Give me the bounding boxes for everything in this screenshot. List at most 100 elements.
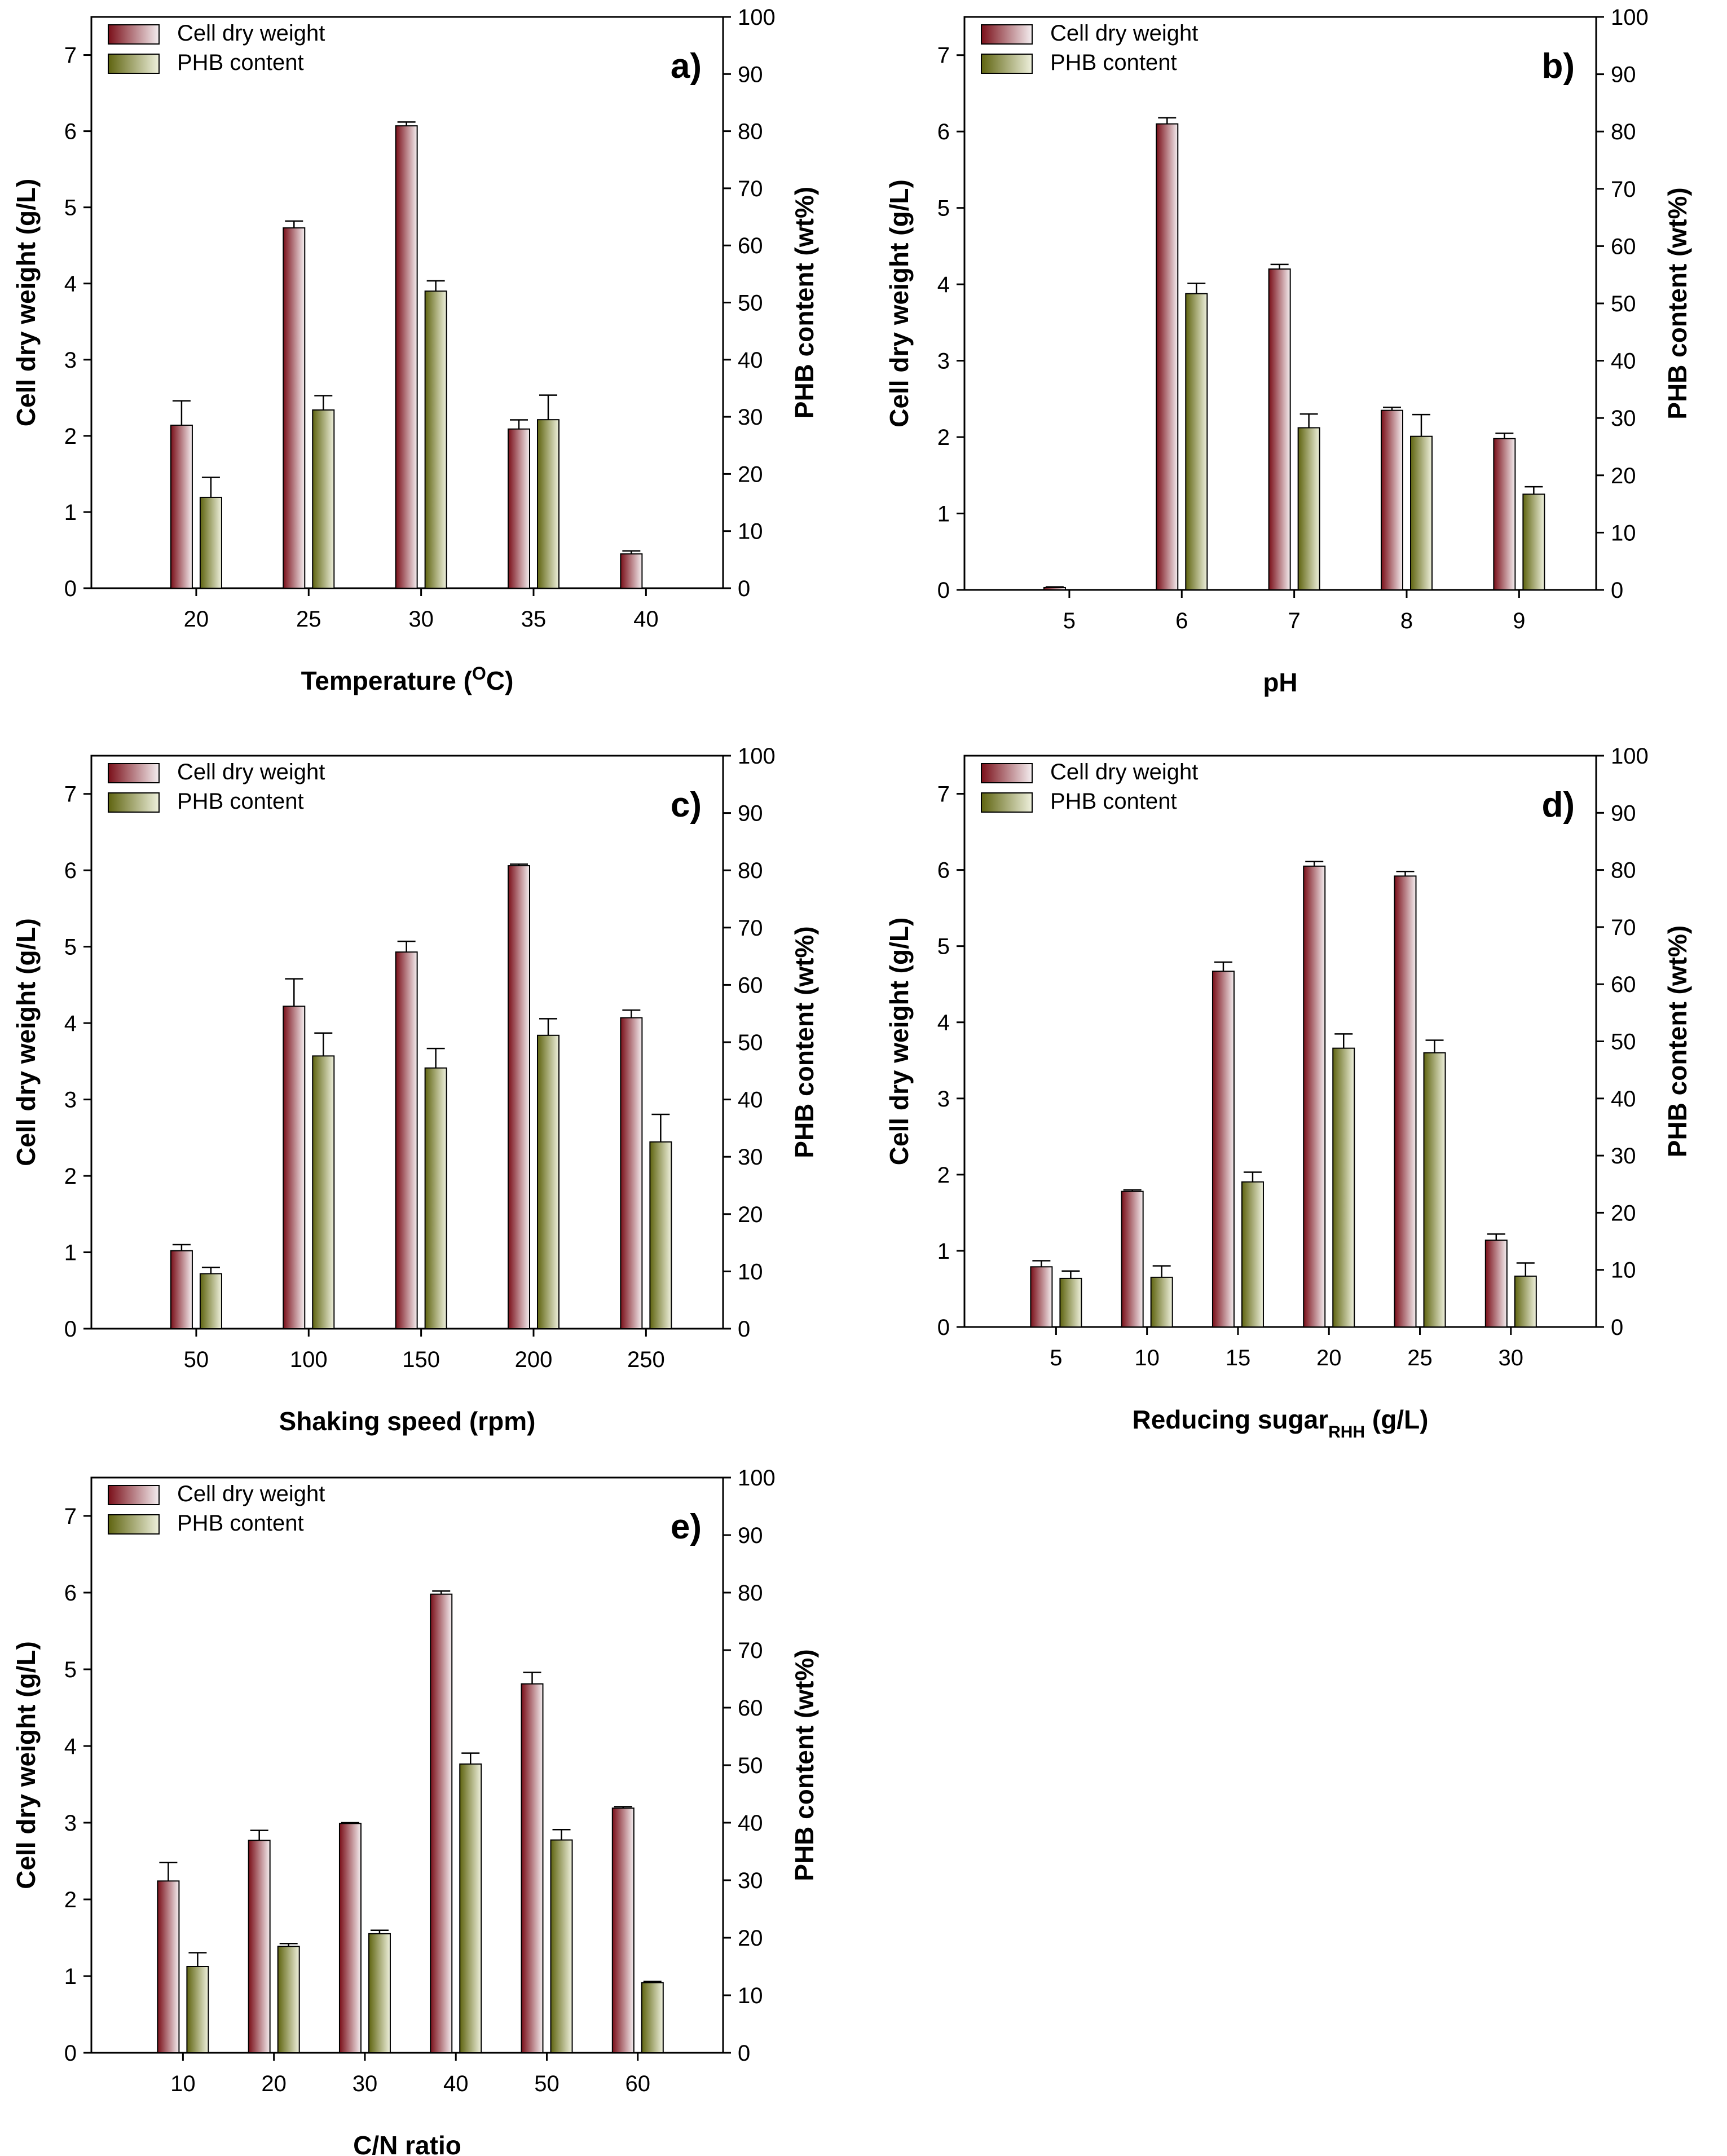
y2-tick-label: 30	[738, 1868, 763, 1893]
bar-cell-dry-weight	[338, 1823, 362, 2054]
y2-tick-label: 50	[738, 291, 763, 316]
y2-tick-label: 80	[738, 858, 763, 883]
y-tick-label: 7	[64, 1504, 77, 1529]
x-tick-label: 30	[1499, 1346, 1524, 1370]
x-tick-label: 200	[515, 1347, 553, 1372]
bar-phb-content	[537, 1034, 559, 1329]
legend-label: PHB content	[1050, 50, 1177, 75]
y2-tick-label: 0	[738, 2041, 750, 2066]
bar-phb-content	[1059, 1277, 1082, 1328]
y2-tick-label: 60	[1611, 972, 1636, 997]
y-tick-label: 4	[64, 1011, 77, 1036]
bar-cell-dry-weight	[521, 1683, 544, 2054]
y2-tick-label: 20	[1611, 1201, 1636, 1225]
bar-cell-dry-weight	[283, 1006, 306, 1329]
y2-tick-label: 90	[738, 1523, 763, 1548]
bar-phb-content	[1297, 427, 1320, 590]
bar-phb-content	[312, 1055, 335, 1330]
bar-phb-content	[424, 1067, 447, 1329]
bar-phb-content	[459, 1763, 482, 2053]
bar-cell-dry-weight	[1156, 123, 1179, 591]
x-tick-label: 7	[1288, 609, 1301, 633]
y2-tick-label: 50	[1611, 292, 1636, 316]
legend-swatch	[108, 24, 160, 45]
bar-cell-dry-weight	[508, 428, 530, 589]
y2-tick-label: 70	[1611, 915, 1636, 940]
y2-axis-title: PHB content (wt%)	[790, 1649, 819, 1881]
bar-phb-content	[550, 1839, 573, 2054]
y-axis-title: Cell dry weight (g/L)	[11, 1641, 41, 1889]
bar-phb-content	[1241, 1181, 1264, 1328]
x-tick-label: 8	[1400, 609, 1413, 633]
y-tick-label: 1	[937, 502, 950, 527]
bar-phb-content	[1332, 1047, 1355, 1328]
legend-label: PHB content	[177, 50, 304, 75]
legend-swatch	[981, 763, 1033, 783]
y2-tick-label: 90	[1611, 63, 1636, 87]
y-tick-label: 2	[64, 424, 77, 449]
y2-tick-label: 40	[738, 348, 763, 373]
y-tick-label: 5	[64, 1657, 77, 1682]
y-tick-label: 0	[64, 576, 77, 601]
legend-swatch	[108, 54, 160, 74]
y2-tick-label: 40	[738, 1811, 763, 1836]
y-tick-label: 6	[937, 120, 950, 144]
legend-label: Cell dry weight	[177, 1482, 325, 1506]
y-tick-label: 7	[64, 43, 77, 68]
bar-cell-dry-weight	[1211, 971, 1235, 1328]
y2-tick-label: 30	[1611, 1144, 1636, 1169]
bar-cell-dry-weight	[170, 424, 193, 589]
y-tick-label: 6	[937, 858, 950, 883]
y-tick-label: 4	[937, 1011, 950, 1035]
y2-tick-label: 90	[738, 62, 763, 87]
bar-cell-dry-weight	[1268, 268, 1291, 591]
y-tick-label: 0	[64, 2041, 77, 2066]
bar-phb-content	[1150, 1276, 1173, 1328]
x-tick-label: 250	[627, 1347, 665, 1372]
x-tick-label: 35	[521, 607, 547, 632]
bar-cell-dry-weight	[283, 227, 306, 589]
y2-tick-label: 10	[738, 1983, 763, 2008]
bar-cell-dry-weight	[430, 1593, 453, 2053]
legend-swatch	[981, 24, 1033, 45]
y-tick-label: 3	[937, 1087, 950, 1112]
x-tick-label: 25	[296, 607, 321, 632]
y2-tick-label: 100	[738, 5, 776, 30]
y2-tick-label: 100	[1611, 5, 1649, 30]
panel-label: b)	[1541, 47, 1575, 86]
bar-cell-dry-weight	[1043, 587, 1066, 591]
y2-axis-title: PHB content (wt%)	[790, 926, 819, 1158]
panel-label: c)	[671, 786, 702, 825]
bar-phb-content	[199, 496, 222, 589]
y2-tick-label: 30	[738, 1145, 763, 1170]
legend-swatch	[108, 792, 160, 813]
y2-tick-label: 80	[738, 1581, 763, 1606]
x-tick-label: 100	[290, 1347, 328, 1372]
x-tick-label: 150	[402, 1347, 440, 1372]
y2-tick-label: 10	[1611, 521, 1636, 545]
y2-tick-label: 90	[738, 801, 763, 826]
y-tick-label: 0	[937, 1315, 950, 1340]
bar-phb-content	[641, 1982, 664, 2054]
y2-tick-label: 50	[738, 1753, 763, 1778]
y-tick-label: 2	[64, 1164, 77, 1189]
bar-cell-dry-weight	[1303, 865, 1326, 1328]
legend-label: Cell dry weight	[1050, 21, 1198, 46]
x-tick-label: 10	[170, 2071, 196, 2096]
bar-phb-content	[1410, 435, 1433, 590]
y-tick-label: 6	[64, 858, 77, 883]
legend-swatch	[981, 792, 1033, 813]
y-tick-label: 1	[64, 1964, 77, 1989]
bar-phb-content	[199, 1273, 222, 1330]
bar-cell-dry-weight	[508, 865, 530, 1329]
y-tick-label: 5	[64, 935, 77, 960]
legend-label: Cell dry weight	[177, 760, 325, 784]
x-tick-label: 30	[353, 2071, 378, 2096]
y2-tick-label: 70	[1611, 177, 1636, 202]
y-tick-label: 7	[937, 782, 950, 807]
panel-label: d)	[1541, 786, 1575, 825]
legend-swatch	[108, 1514, 160, 1535]
legend-label: Cell dry weight	[177, 21, 325, 46]
y2-tick-label: 10	[738, 1259, 763, 1284]
